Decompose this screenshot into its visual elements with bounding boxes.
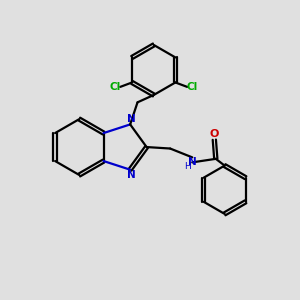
Text: N: N <box>127 114 136 124</box>
Text: N: N <box>188 158 197 167</box>
Text: N: N <box>127 170 136 180</box>
Text: O: O <box>210 129 219 140</box>
Text: H: H <box>184 162 191 171</box>
Text: Cl: Cl <box>109 82 121 92</box>
Text: Cl: Cl <box>187 82 198 92</box>
